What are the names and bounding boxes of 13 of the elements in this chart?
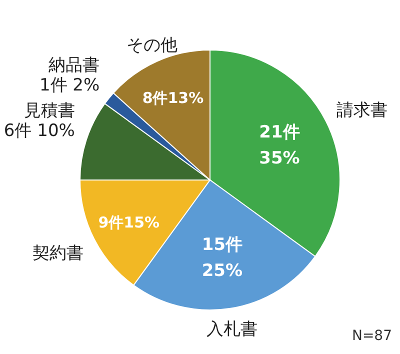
slice-label: 納品書 <box>48 56 100 76</box>
data-label: 21件 35% <box>259 122 300 169</box>
data-label: 15件 25% <box>202 235 243 282</box>
text: N=87 <box>352 328 392 344</box>
slice-label: 契約書 <box>32 243 84 264</box>
data-label: 9件15% <box>98 213 160 232</box>
data-label: 6件 10% <box>4 121 75 142</box>
slice-label: その他 <box>126 35 178 56</box>
data-label: 1件 2% <box>39 76 100 96</box>
slice-label: 入札書 <box>206 319 258 340</box>
data-label: 8件13% <box>142 88 204 107</box>
slice-label: 請求書 <box>336 100 388 121</box>
slice-label: 見積書 <box>24 101 75 122</box>
